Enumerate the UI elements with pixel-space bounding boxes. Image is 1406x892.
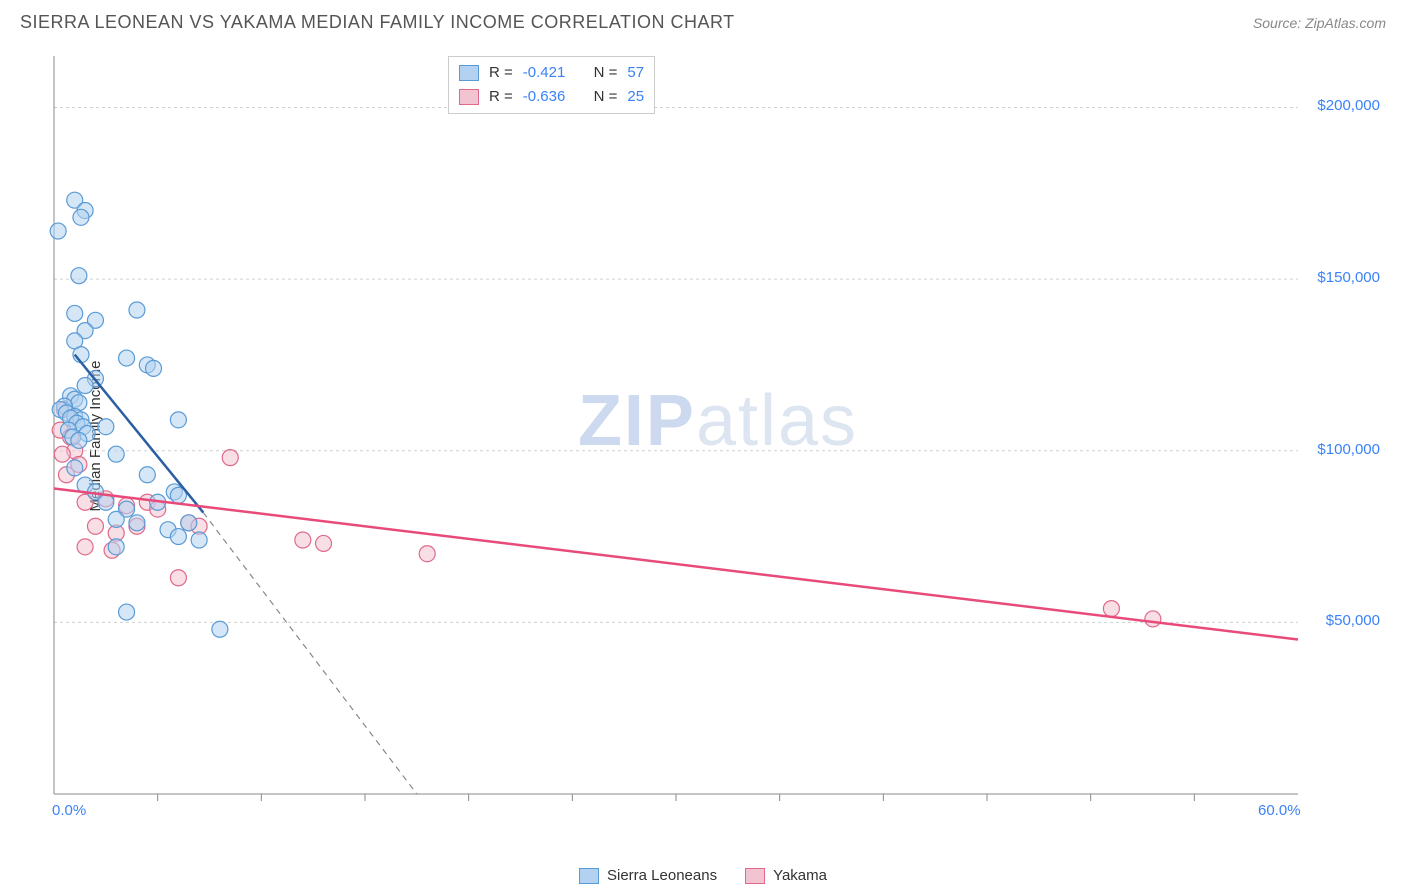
chart-area: Median Family Income ZIPatlas R = -0.421… [48,50,1388,822]
correlation-row-b: R = -0.636 N = 25 [459,85,644,109]
y-tick-label: $150,000 [1317,269,1380,286]
header: SIERRA LEONEAN VS YAKAMA MEDIAN FAMILY I… [0,0,1406,41]
x-tick-right: 60.0% [1258,802,1301,819]
y-tick-label: $50,000 [1326,612,1380,629]
x-tick-left: 0.0% [52,802,86,819]
scatter-plot [48,50,1388,822]
correlation-box: R = -0.421 N = 57 R = -0.636 N = 25 [448,56,655,114]
n-value-a: 57 [627,61,644,85]
legend-label-a: Sierra Leoneans [607,867,717,884]
n-label: N = [594,61,618,85]
r-value-b: -0.636 [523,85,566,109]
legend-item-b: Yakama [745,867,827,884]
legend-item-a: Sierra Leoneans [579,867,717,884]
source-attribution: Source: ZipAtlas.com [1253,15,1386,31]
correlation-row-a: R = -0.421 N = 57 [459,61,644,85]
page-title: SIERRA LEONEAN VS YAKAMA MEDIAN FAMILY I… [20,12,735,33]
swatch-series-b [459,89,479,105]
r-label: R = [489,85,513,109]
swatch-series-b [745,868,765,884]
swatch-series-a [579,868,599,884]
swatch-series-a [459,65,479,81]
bottom-legend: Sierra Leoneans Yakama [579,867,827,884]
y-tick-label: $100,000 [1317,441,1380,458]
n-value-b: 25 [627,85,644,109]
y-tick-label: $200,000 [1317,97,1380,114]
r-label: R = [489,61,513,85]
r-value-a: -0.421 [523,61,566,85]
n-label: N = [594,85,618,109]
legend-label-b: Yakama [773,867,827,884]
